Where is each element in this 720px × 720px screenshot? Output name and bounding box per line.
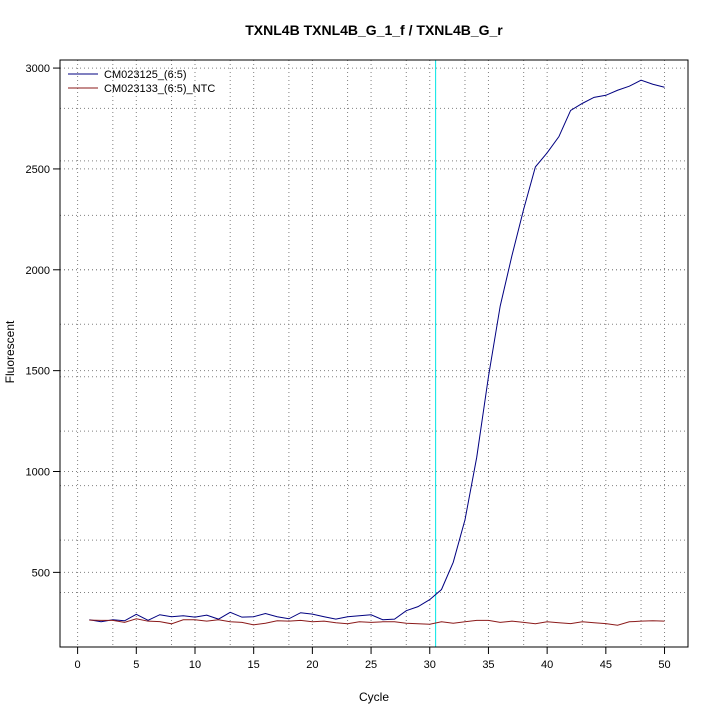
y-tick-label: 2000 — [26, 265, 50, 277]
legend: CM023125_(6:5) CM023133_(6:5)_NTC — [68, 69, 215, 95]
plot-frame — [59, 59, 689, 648]
x-tick-label: 45 — [600, 659, 612, 671]
y-tick-label: 1000 — [26, 467, 50, 479]
legend-label: CM023133_(6:5)_NTC — [104, 83, 215, 95]
x-tick-label: 5 — [133, 659, 139, 671]
y-tick-label: 2500 — [26, 164, 50, 176]
y-axis-label: Fluorescent — [3, 320, 17, 383]
legend-label: CM023125_(6:5) — [104, 69, 187, 81]
chart-title: TXNL4B TXNL4B_G_1_f / TXNL4B_G_r — [245, 22, 503, 38]
x-tick-label: 20 — [306, 659, 318, 671]
x-tick-label: 0 — [75, 659, 81, 671]
x-tick-label: 50 — [658, 659, 670, 671]
series-line-0 — [89, 79, 665, 623]
x-tick-label: 35 — [482, 659, 494, 671]
series-layer — [89, 79, 665, 626]
axis-layer: 0 5 10 15 20 25 30 35 40 45 50 500 1000 1500 2000 2500 3… — [26, 63, 671, 671]
series-line-1 — [89, 618, 665, 626]
x-tick-label: 10 — [189, 659, 201, 671]
y-tick-label: 3000 — [26, 63, 50, 75]
x-tick-label: 25 — [365, 659, 377, 671]
y-tick-label: 500 — [32, 567, 50, 579]
x-tick-label: 15 — [248, 659, 260, 671]
x-tick-label: 40 — [541, 659, 553, 671]
grid-layer — [60, 60, 688, 647]
x-tick-label: 30 — [424, 659, 436, 671]
y-tick-label: 1500 — [26, 366, 50, 378]
x-axis-label: Cycle — [359, 690, 389, 704]
